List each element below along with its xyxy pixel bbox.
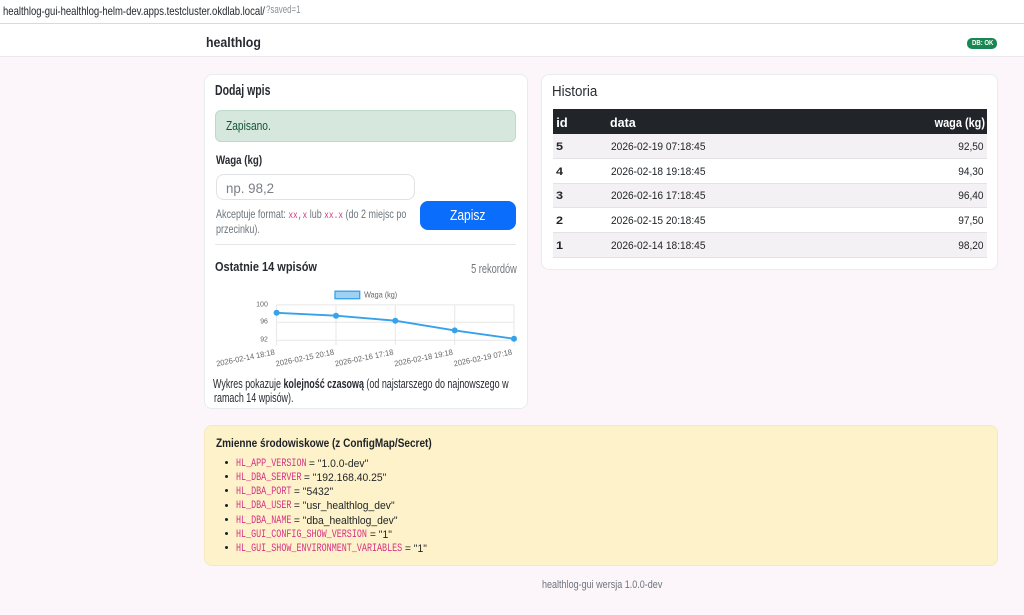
svg-text:2026-02-15 20:18: 2026-02-15 20:18 [275, 348, 336, 369]
svg-text:2026-02-19 07:18: 2026-02-19 07:18 [453, 348, 514, 369]
svg-text:92: 92 [260, 337, 268, 344]
svg-text:2026-02-18 19:18: 2026-02-18 19:18 [394, 348, 455, 369]
svg-text:96: 96 [260, 319, 268, 326]
svg-text:100: 100 [256, 302, 268, 309]
svg-text:2026-02-14 18:18: 2026-02-14 18:18 [215, 348, 276, 369]
svg-text:2026-02-16 17:18: 2026-02-16 17:18 [334, 348, 395, 369]
svg-text:Waga (kg): Waga (kg) [364, 291, 397, 300]
